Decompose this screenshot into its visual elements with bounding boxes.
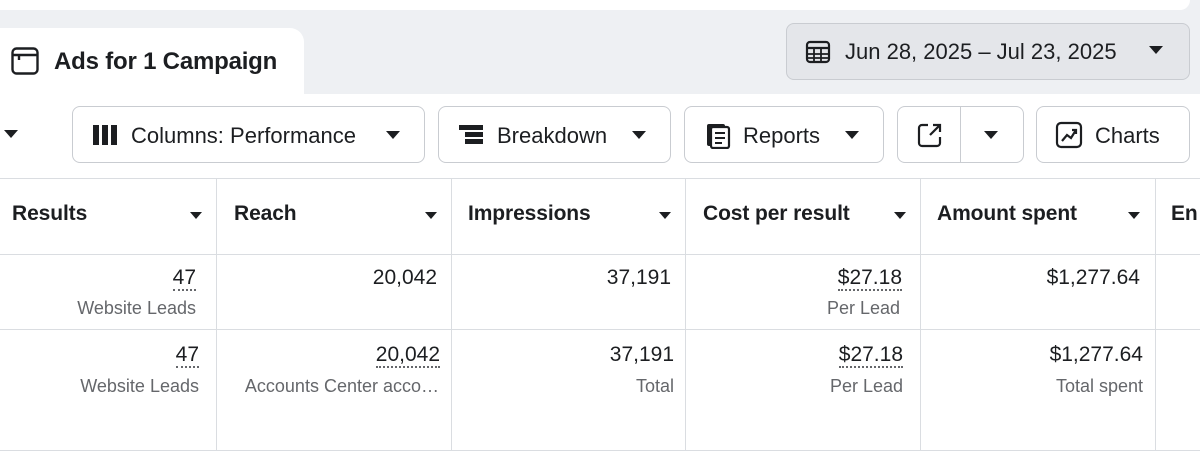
- breakdown-icon: [457, 121, 485, 149]
- cost-per-result-total-unit: Per Lead: [829, 376, 903, 396]
- charts-button[interactable]: Charts: [1036, 106, 1190, 163]
- column-divider: [216, 178, 217, 450]
- reports-label: Reports: [743, 123, 821, 148]
- date-range-label: Jun 28, 2025 – Jul 23, 2025: [845, 39, 1117, 64]
- results-link[interactable]: 47: [172, 266, 196, 291]
- reports-icon: [703, 121, 731, 150]
- divider: [0, 178, 1200, 179]
- divider: [0, 450, 1200, 451]
- divider: [0, 329, 1200, 330]
- chevron-down-icon: [1149, 46, 1163, 54]
- column-divider: [685, 178, 686, 450]
- breakdown-label: Breakdown: [497, 123, 608, 148]
- columns-icon: [91, 121, 119, 149]
- columns-label: Columns: Performance: [131, 123, 356, 148]
- column-header-partial[interactable]: En: [1171, 202, 1198, 225]
- chevron-down-icon[interactable]: [894, 212, 906, 219]
- column-divider: [451, 178, 452, 450]
- impressions-total-value: 37,191: [609, 343, 674, 366]
- tab-table-icon: [11, 47, 39, 75]
- chevron-down-icon[interactable]: [4, 130, 18, 138]
- results-value[interactable]: 47: [172, 266, 196, 291]
- reports-button[interactable]: Reports: [684, 106, 884, 163]
- calendar-icon: [805, 39, 831, 65]
- campaign-tab[interactable]: Ads for 1 Campaign: [0, 28, 304, 98]
- export-icon[interactable]: [916, 121, 944, 149]
- impressions-total-note: Total: [635, 376, 674, 396]
- ads-table: Results Reach Impressions Cost per resul…: [0, 178, 1200, 452]
- cost-per-result-total-value[interactable]: $27.18: [838, 343, 903, 368]
- column-divider: [920, 178, 921, 450]
- chevron-down-icon: [632, 131, 646, 139]
- top-strip: [0, 0, 1190, 10]
- chevron-down-icon: [845, 131, 859, 139]
- reach-total-note: Accounts Center acco…: [244, 376, 439, 396]
- column-header-cost-per-result[interactable]: Cost per result: [703, 202, 850, 225]
- chevron-down-icon[interactable]: [425, 212, 437, 219]
- date-range-picker[interactable]: Jun 28, 2025 – Jul 23, 2025: [786, 23, 1190, 80]
- chevron-down-icon[interactable]: [1128, 212, 1140, 219]
- column-divider: [1155, 178, 1156, 450]
- reach-total-link[interactable]: 20,042: [375, 343, 440, 368]
- impressions-value: 37,191: [606, 266, 671, 289]
- cost-per-result-unit: Per Lead: [826, 298, 900, 318]
- cost-link[interactable]: $27.18: [837, 266, 902, 291]
- amount-spent-total-note: Total spent: [1055, 376, 1143, 396]
- reach-total-value[interactable]: 20,042: [375, 343, 440, 368]
- column-header-impressions[interactable]: Impressions: [468, 202, 591, 225]
- chevron-down-icon[interactable]: [659, 212, 671, 219]
- results-total-type: Website Leads: [80, 376, 199, 396]
- chevron-down-icon[interactable]: [984, 131, 998, 139]
- breakdown-button[interactable]: Breakdown: [438, 106, 671, 163]
- charts-icon: [1055, 121, 1083, 149]
- chevron-down-icon: [386, 131, 400, 139]
- reach-value: 20,042: [372, 266, 437, 289]
- column-header-results[interactable]: Results: [12, 202, 88, 225]
- chevron-down-icon[interactable]: [190, 212, 202, 219]
- tab-title: Ads for 1 Campaign: [54, 48, 278, 75]
- cost-per-result-value[interactable]: $27.18: [837, 266, 902, 291]
- column-header-amount-spent[interactable]: Amount spent: [937, 202, 1077, 225]
- columns-button[interactable]: Columns: Performance: [72, 106, 425, 163]
- main-panel: Columns: Performance Breakdown Reports: [0, 94, 1200, 452]
- results-total-value[interactable]: 47: [175, 343, 199, 368]
- results-type: Website Leads: [77, 298, 196, 318]
- amount-spent-value: $1,277.64: [1046, 266, 1140, 289]
- charts-label: Charts: [1095, 123, 1160, 148]
- results-total-link[interactable]: 47: [175, 343, 199, 368]
- column-header-reach[interactable]: Reach: [234, 202, 297, 225]
- amount-spent-total-value: $1,277.64: [1049, 343, 1143, 366]
- split-divider: [960, 107, 961, 162]
- divider: [0, 254, 1200, 255]
- export-split-button[interactable]: [897, 106, 1024, 163]
- cost-total-link[interactable]: $27.18: [838, 343, 903, 368]
